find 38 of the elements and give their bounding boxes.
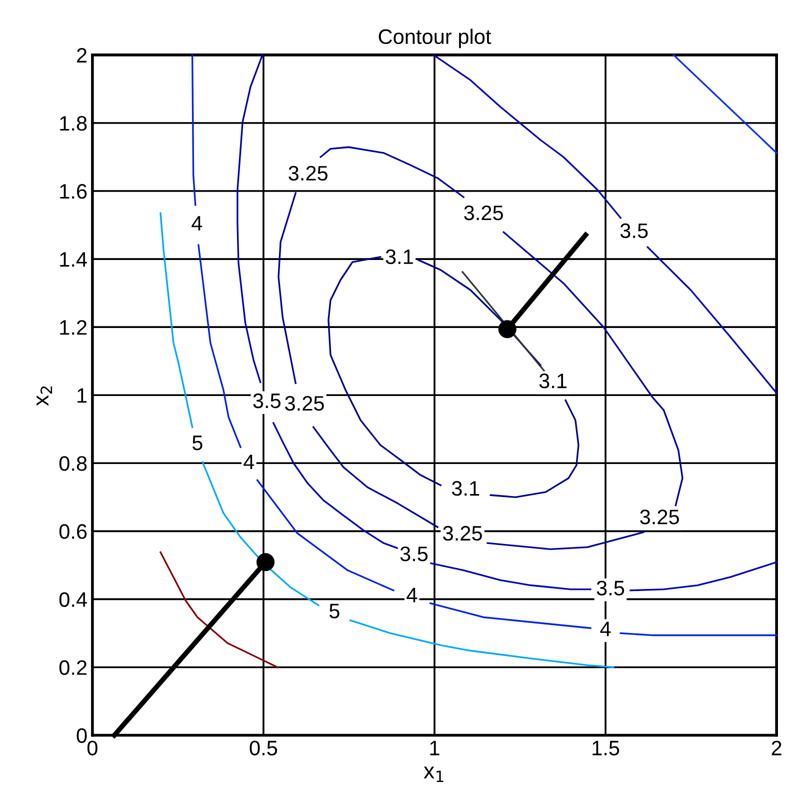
y-tick-label: 1.2 [60, 320, 87, 335]
series-label: 4 [244, 454, 254, 470]
text: 4 [406, 588, 418, 602]
x-tick-label: 1 [430, 740, 440, 756]
y-tick-label: 0.4 [59, 592, 87, 607]
x-tick-label: 0.5 [250, 740, 278, 756]
text: 3.25 [443, 526, 482, 541]
text: 4 [192, 216, 202, 230]
series-label: 3.25 [640, 510, 679, 524]
y-tick-label: 1.4 [60, 252, 87, 267]
x-tick-label: 1.5 [592, 740, 620, 756]
x-tick-label: 0 [87, 740, 98, 756]
text: 3.5 [253, 393, 280, 408]
y-tick-label: 1 [78, 388, 87, 403]
text: 4 [600, 622, 611, 636]
line-series [160, 551, 278, 668]
text: 5 [329, 604, 340, 618]
y-tick-label: 2 [77, 48, 87, 62]
y-tick-label: 0 [76, 728, 87, 744]
series-label: 3.5 [400, 546, 428, 562]
series-label: 3.5 [620, 223, 648, 238]
series-label: 3.1 [386, 249, 413, 264]
y-tick-label: 0.6 [59, 524, 87, 539]
y-tick-label: 1.6 [60, 184, 87, 199]
text: 3.25 [464, 205, 503, 220]
text: 3.1 [539, 374, 566, 388]
y-tick-label: 1.8 [60, 116, 87, 131]
text: 3.1 [452, 481, 480, 496]
x-tick-label: 2 [772, 740, 782, 756]
y-tick-label: 0.2 [59, 660, 87, 675]
text: 3.25 [285, 396, 324, 411]
chart-title: Contour plot [378, 28, 492, 48]
series-label: 5 [192, 436, 202, 450]
x-axis-title: x$_{1}$ [424, 766, 444, 782]
y-axis-title: x$_{2}$ [36, 386, 52, 406]
y-tick-label: 0.8 [59, 456, 87, 471]
text: 3.25 [288, 166, 328, 181]
text: 3.5 [596, 580, 624, 596]
